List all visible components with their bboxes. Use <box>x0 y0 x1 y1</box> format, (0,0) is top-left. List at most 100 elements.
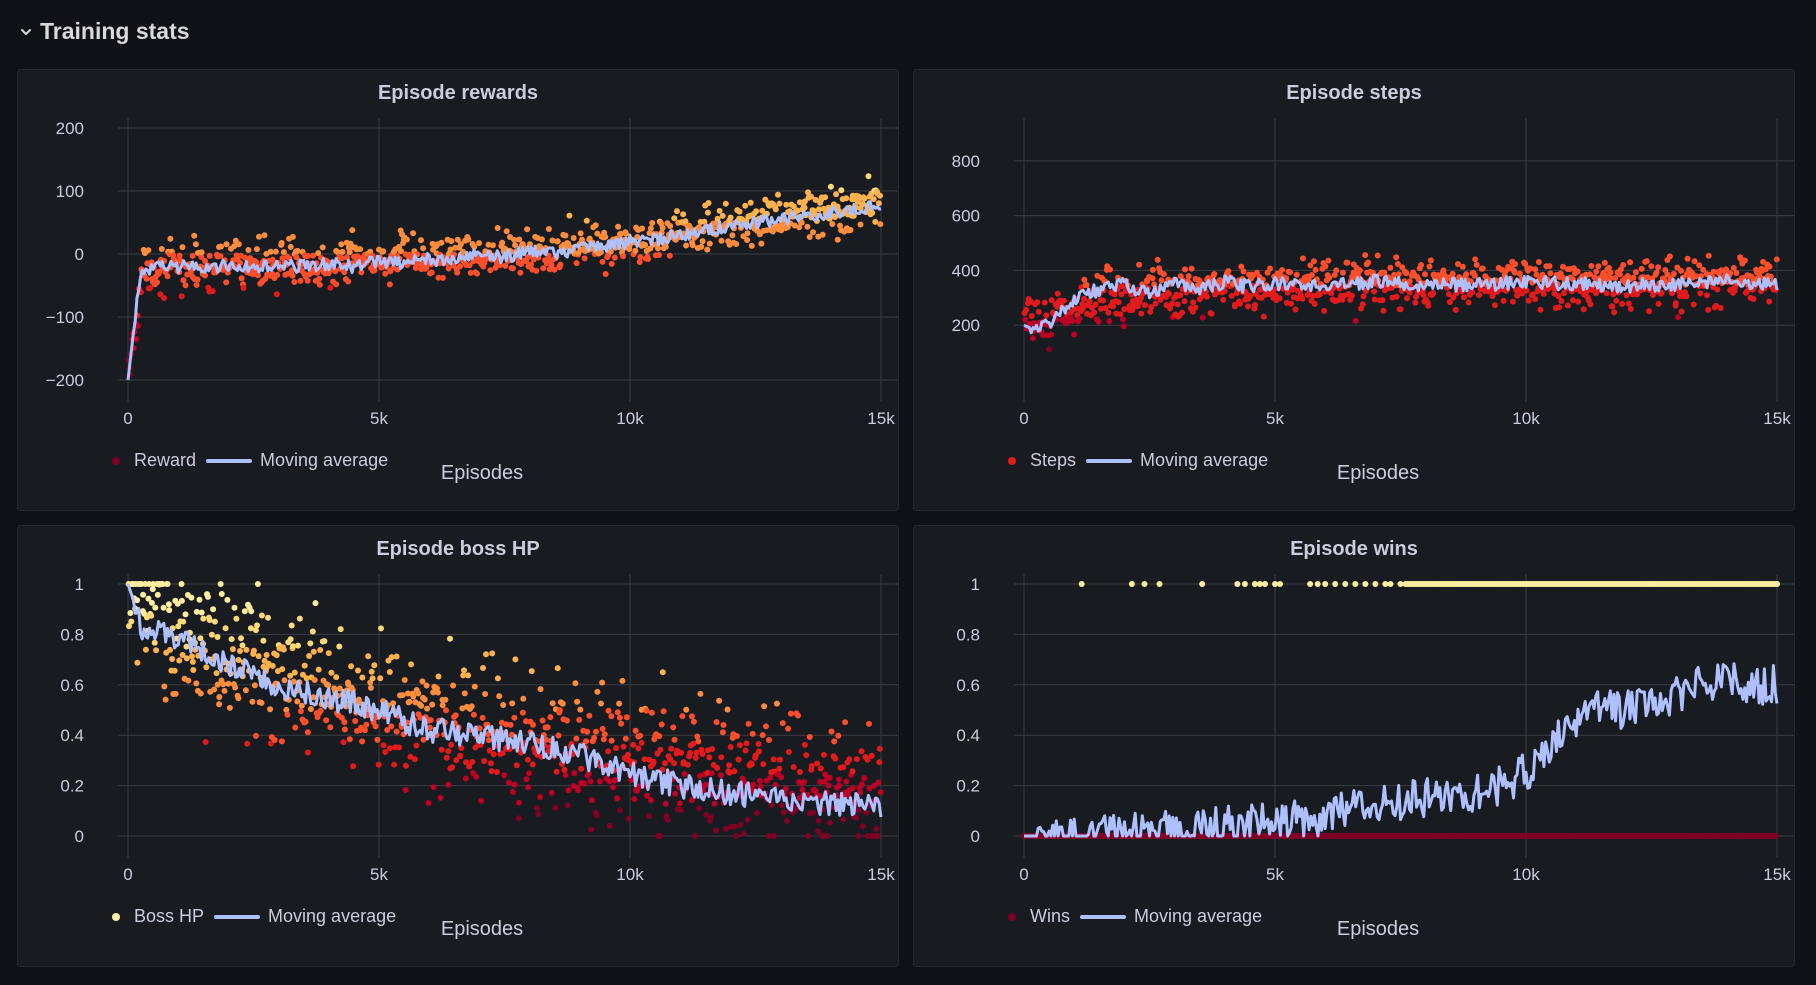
data-point <box>503 721 510 728</box>
data-point <box>216 694 223 700</box>
data-point <box>577 706 584 713</box>
data-point <box>744 816 751 823</box>
legend-item-moving-average[interactable]: Moving average <box>1086 450 1268 471</box>
data-point <box>583 738 589 745</box>
data-point <box>145 247 152 254</box>
data-point <box>753 208 760 215</box>
legend-label-series: Boss HP <box>134 906 205 926</box>
data-point <box>1418 262 1425 268</box>
data-point <box>159 581 166 587</box>
data-point <box>1371 288 1378 295</box>
data-point <box>1095 318 1102 325</box>
data-point <box>191 232 198 239</box>
data-point <box>1102 305 1109 312</box>
data-point <box>612 776 619 783</box>
x-tick-label: 0 <box>1019 409 1028 428</box>
data-point <box>291 669 298 676</box>
data-point <box>693 749 700 756</box>
data-point <box>1167 305 1174 312</box>
data-point <box>408 661 415 668</box>
legend-item-moving-average[interactable]: Moving average <box>1080 906 1262 927</box>
data-point <box>543 736 550 743</box>
legend-item-series[interactable]: Reward <box>108 450 196 471</box>
x-tick-label: 15k <box>867 865 895 884</box>
data-point <box>1069 317 1076 324</box>
data-point-win <box>1332 581 1339 587</box>
data-point <box>1658 289 1665 296</box>
data-point <box>316 275 323 282</box>
data-point <box>1412 299 1419 306</box>
data-point <box>1403 270 1410 277</box>
data-point <box>1136 261 1143 268</box>
data-point <box>303 675 310 682</box>
data-point <box>681 771 688 777</box>
data-point <box>1535 259 1542 265</box>
data-point <box>471 683 478 690</box>
data-point <box>363 721 370 728</box>
data-point <box>202 739 209 745</box>
data-point <box>1511 269 1518 276</box>
legend-item-series[interactable]: Steps <box>1004 450 1076 471</box>
data-point <box>372 723 379 730</box>
data-point <box>655 245 661 252</box>
data-point <box>222 625 229 632</box>
data-point <box>648 709 655 716</box>
data-point <box>240 285 247 291</box>
data-point <box>386 669 393 675</box>
data-point <box>816 792 823 799</box>
data-point <box>555 732 562 739</box>
data-point <box>554 665 561 672</box>
data-point-win <box>1234 581 1241 587</box>
data-point <box>662 800 669 807</box>
data-point <box>1669 290 1676 297</box>
data-point <box>203 664 210 671</box>
data-point <box>1690 301 1697 308</box>
data-point <box>822 194 829 201</box>
data-point <box>325 270 332 277</box>
data-point <box>243 646 250 653</box>
data-point <box>606 822 613 829</box>
data-point <box>480 665 486 671</box>
data-point <box>1655 264 1662 271</box>
data-point <box>292 724 299 731</box>
data-point <box>336 643 343 650</box>
data-point <box>255 272 261 279</box>
data-point <box>434 689 441 696</box>
legend-item-moving-average[interactable]: Moving average <box>214 906 396 927</box>
data-point <box>849 785 856 792</box>
data-point <box>641 756 648 763</box>
data-point <box>315 250 322 257</box>
data-point <box>267 248 274 255</box>
data-point <box>706 240 713 247</box>
data-point <box>628 777 635 783</box>
data-point <box>445 265 452 272</box>
data-point <box>126 623 132 630</box>
data-point <box>1371 296 1378 303</box>
data-point <box>1610 291 1617 298</box>
data-point <box>708 814 714 821</box>
data-point <box>1299 295 1306 302</box>
data-point <box>301 662 308 669</box>
data-point <box>258 699 265 706</box>
data-point <box>771 833 777 839</box>
data-point <box>1607 275 1614 282</box>
data-point <box>284 711 291 718</box>
data-point <box>452 712 459 719</box>
y-tick-label: 800 <box>952 152 980 171</box>
data-point <box>511 236 518 243</box>
data-point <box>656 733 663 740</box>
data-point <box>573 735 580 742</box>
data-point <box>643 707 650 714</box>
data-point <box>1154 256 1161 263</box>
data-point <box>1110 303 1117 310</box>
data-point <box>581 780 588 787</box>
data-point <box>202 258 208 264</box>
data-point <box>1326 274 1333 281</box>
legend-item-series[interactable]: Wins <box>1004 906 1070 927</box>
data-point <box>574 698 581 705</box>
legend-item-series[interactable]: Boss HP <box>108 906 204 927</box>
legend-item-moving-average[interactable]: Moving average <box>206 450 388 471</box>
data-point <box>727 744 734 750</box>
data-point <box>716 207 723 214</box>
section-header[interactable]: Training stats <box>20 18 190 45</box>
